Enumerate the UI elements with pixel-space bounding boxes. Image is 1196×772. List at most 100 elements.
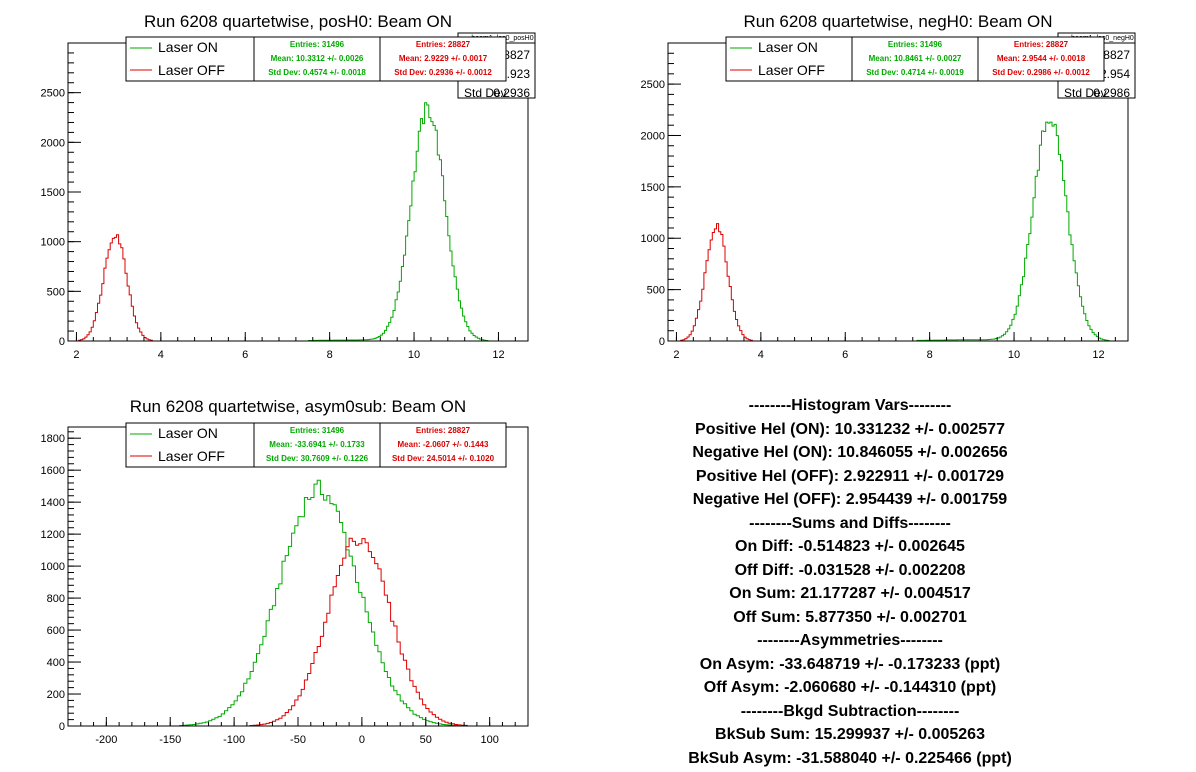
stat-box-value: 28827 <box>1097 48 1131 62</box>
stats-line: Entries: 31496 <box>888 40 943 49</box>
x-tick-label: 50 <box>420 734 432 746</box>
x-tick-label: 2 <box>673 349 679 361</box>
y-tick-label: 0 <box>659 336 665 348</box>
stats-line: Mean: -2.0607 +/- 0.1443 <box>398 440 489 449</box>
y-tick-label: 1800 <box>41 433 65 445</box>
legend-label-laser-off: Laser OFF <box>158 62 225 78</box>
stats-line: Std Dev: 0.2936 +/- 0.0012 <box>394 68 492 77</box>
x-tick-label: 6 <box>842 349 848 361</box>
summary-line: --------Asymmetries-------- <box>757 632 943 649</box>
stats-line: Entries: 31496 <box>290 426 345 435</box>
chart-title: Run 6208 quartetwise, asym0sub: Beam ON <box>130 397 466 416</box>
y-tick-label: 0 <box>59 336 65 348</box>
histogram-series-laser-off <box>668 223 1128 342</box>
stat-box-value: 2.923 <box>500 67 530 81</box>
summary-line: --------Bkgd Subtraction-------- <box>740 702 960 720</box>
y-tick-label: 1200 <box>41 529 65 541</box>
x-tick-label: 2 <box>73 349 79 361</box>
summary-line: Negative Hel (OFF): 2.954439 +/- 0.00175… <box>692 491 1008 508</box>
y-tick-label: 1000 <box>641 233 665 245</box>
stat-box-value: 0.2986 <box>1093 86 1130 100</box>
legend-label-laser-off: Laser OFF <box>158 448 225 464</box>
stats-line: Std Dev: 0.4574 +/- 0.0018 <box>268 68 366 77</box>
histogram-series-laser-on <box>68 102 528 342</box>
summary-line: BkSub Asym: -31.588040 +/- 0.225466 (ppt… <box>688 749 1012 767</box>
stats-box-laser-on <box>851 36 979 82</box>
x-tick-label: 6 <box>242 349 248 361</box>
summary-line: On Asym: -33.648719 +/- -0.173233 (ppt) <box>699 655 1001 673</box>
y-tick-label: 1000 <box>41 237 65 249</box>
histogram-series-laser-off <box>68 537 528 727</box>
y-tick-label: 2500 <box>641 79 665 91</box>
y-tick-label: 2000 <box>41 137 65 149</box>
x-tick-label: 8 <box>327 349 333 361</box>
summary-line: --------Sums and Diffs-------- <box>749 514 951 532</box>
plot-frame <box>67 426 529 727</box>
x-tick-label: 10 <box>408 349 420 361</box>
summary-panel: --------Histogram Vars-------- Positive … <box>640 394 1060 770</box>
chart-title: Run 6208 quartetwise, negH0: Beam ON <box>743 12 1052 31</box>
stats-line: Entries: 28827 <box>1014 40 1069 49</box>
stats-line: Std Dev: 0.2986 +/- 0.0012 <box>992 68 1090 77</box>
summary-line: BkSub Sum: 15.299937 +/- 0.005263 <box>715 726 985 743</box>
summary-line: Off Asym: -2.060680 +/- -0.144310 (ppt) <box>703 679 997 696</box>
y-tick-label: 1500 <box>641 182 665 194</box>
y-tick-label: 400 <box>47 657 65 669</box>
x-tick-label: 4 <box>758 349 764 361</box>
y-tick-label: 0 <box>59 721 65 733</box>
stat-box-value: 2.954 <box>1100 67 1130 81</box>
stats-box-laser-off <box>977 36 1105 82</box>
stats-line: Entries: 31496 <box>290 40 345 49</box>
stats-line: Mean: 2.9544 +/- 0.0018 <box>997 54 1086 63</box>
x-tick-label: -150 <box>159 734 181 746</box>
stats-box-laser-on <box>253 422 381 468</box>
x-tick-label: 100 <box>480 734 498 746</box>
legend-label-laser-off: Laser OFF <box>758 62 825 78</box>
y-tick-label: 1600 <box>41 465 65 477</box>
x-tick-label: -50 <box>290 734 306 746</box>
stats-box-laser-off <box>379 36 507 82</box>
legend-label-laser-on: Laser ON <box>158 425 218 441</box>
stat-box-value: 0.2936 <box>493 86 530 100</box>
x-tick-label: 4 <box>158 349 164 361</box>
summary-line: Positive Hel (OFF): 2.922911 +/- 0.00172… <box>695 467 1005 485</box>
stats-line: Mean: 10.8461 +/- 0.0027 <box>869 54 962 63</box>
histogram-panel: Run 6208 quartetwise, posH0: Beam ON 2 4 6 8… <box>41 12 536 361</box>
histogram-panel: Run 6208 quartetwise, negH0: Beam ON 2 4 6 8… <box>641 12 1136 361</box>
x-tick-label: 8 <box>927 349 933 361</box>
summary-line: Negative Hel (ON): 10.846055 +/- 0.00265… <box>692 444 1008 461</box>
y-tick-label: 600 <box>47 625 65 637</box>
summary-line: --------Histogram Vars-------- <box>748 397 952 414</box>
y-tick-label: 500 <box>647 285 665 297</box>
stat-box-label: Std Dev <box>464 86 507 100</box>
legend-box <box>125 36 255 82</box>
legend-box <box>125 422 255 468</box>
stats-line: Entries: 28827 <box>416 40 471 49</box>
summary-line: Off Sum: 5.877350 +/- 0.002701 <box>733 608 967 626</box>
stats-line: Mean: -33.6941 +/- 0.1733 <box>269 440 365 449</box>
x-tick-label: -200 <box>95 734 117 746</box>
y-tick-label: 500 <box>47 286 65 298</box>
summary-line: On Sum: 21.177287 +/- 0.004517 <box>729 585 971 602</box>
y-tick-label: 2000 <box>641 130 665 142</box>
histogram-panel: Run 6208 quartetwise, asym0sub: Beam ON -… <box>41 397 529 746</box>
legend-label-laser-on: Laser ON <box>758 39 818 55</box>
y-tick-label: 1000 <box>41 561 65 573</box>
stats-line: Entries: 28827 <box>416 426 471 435</box>
histogram-series-laser-on <box>668 121 1128 342</box>
stats-box-laser-on <box>253 36 381 82</box>
summary-line: Positive Hel (ON): 10.331232 +/- 0.00257… <box>695 420 1005 438</box>
y-tick-label: 800 <box>47 593 65 605</box>
x-tick-label: 0 <box>359 734 365 746</box>
histogram-series-laser-off <box>68 234 528 342</box>
y-tick-label: 2500 <box>41 88 65 100</box>
stat-box-label: Std Dev <box>1064 86 1107 100</box>
x-tick-label: -100 <box>223 734 245 746</box>
legend-label-laser-on: Laser ON <box>158 39 218 55</box>
stats-line: Std Dev: 30.7609 +/- 0.1226 <box>266 454 369 463</box>
histogram-series-laser-on <box>68 479 528 727</box>
x-tick-label: 12 <box>1092 349 1104 361</box>
summary-line: Off Diff: -0.031528 +/- 0.002208 <box>734 561 966 579</box>
stats-box-laser-off <box>379 422 507 468</box>
